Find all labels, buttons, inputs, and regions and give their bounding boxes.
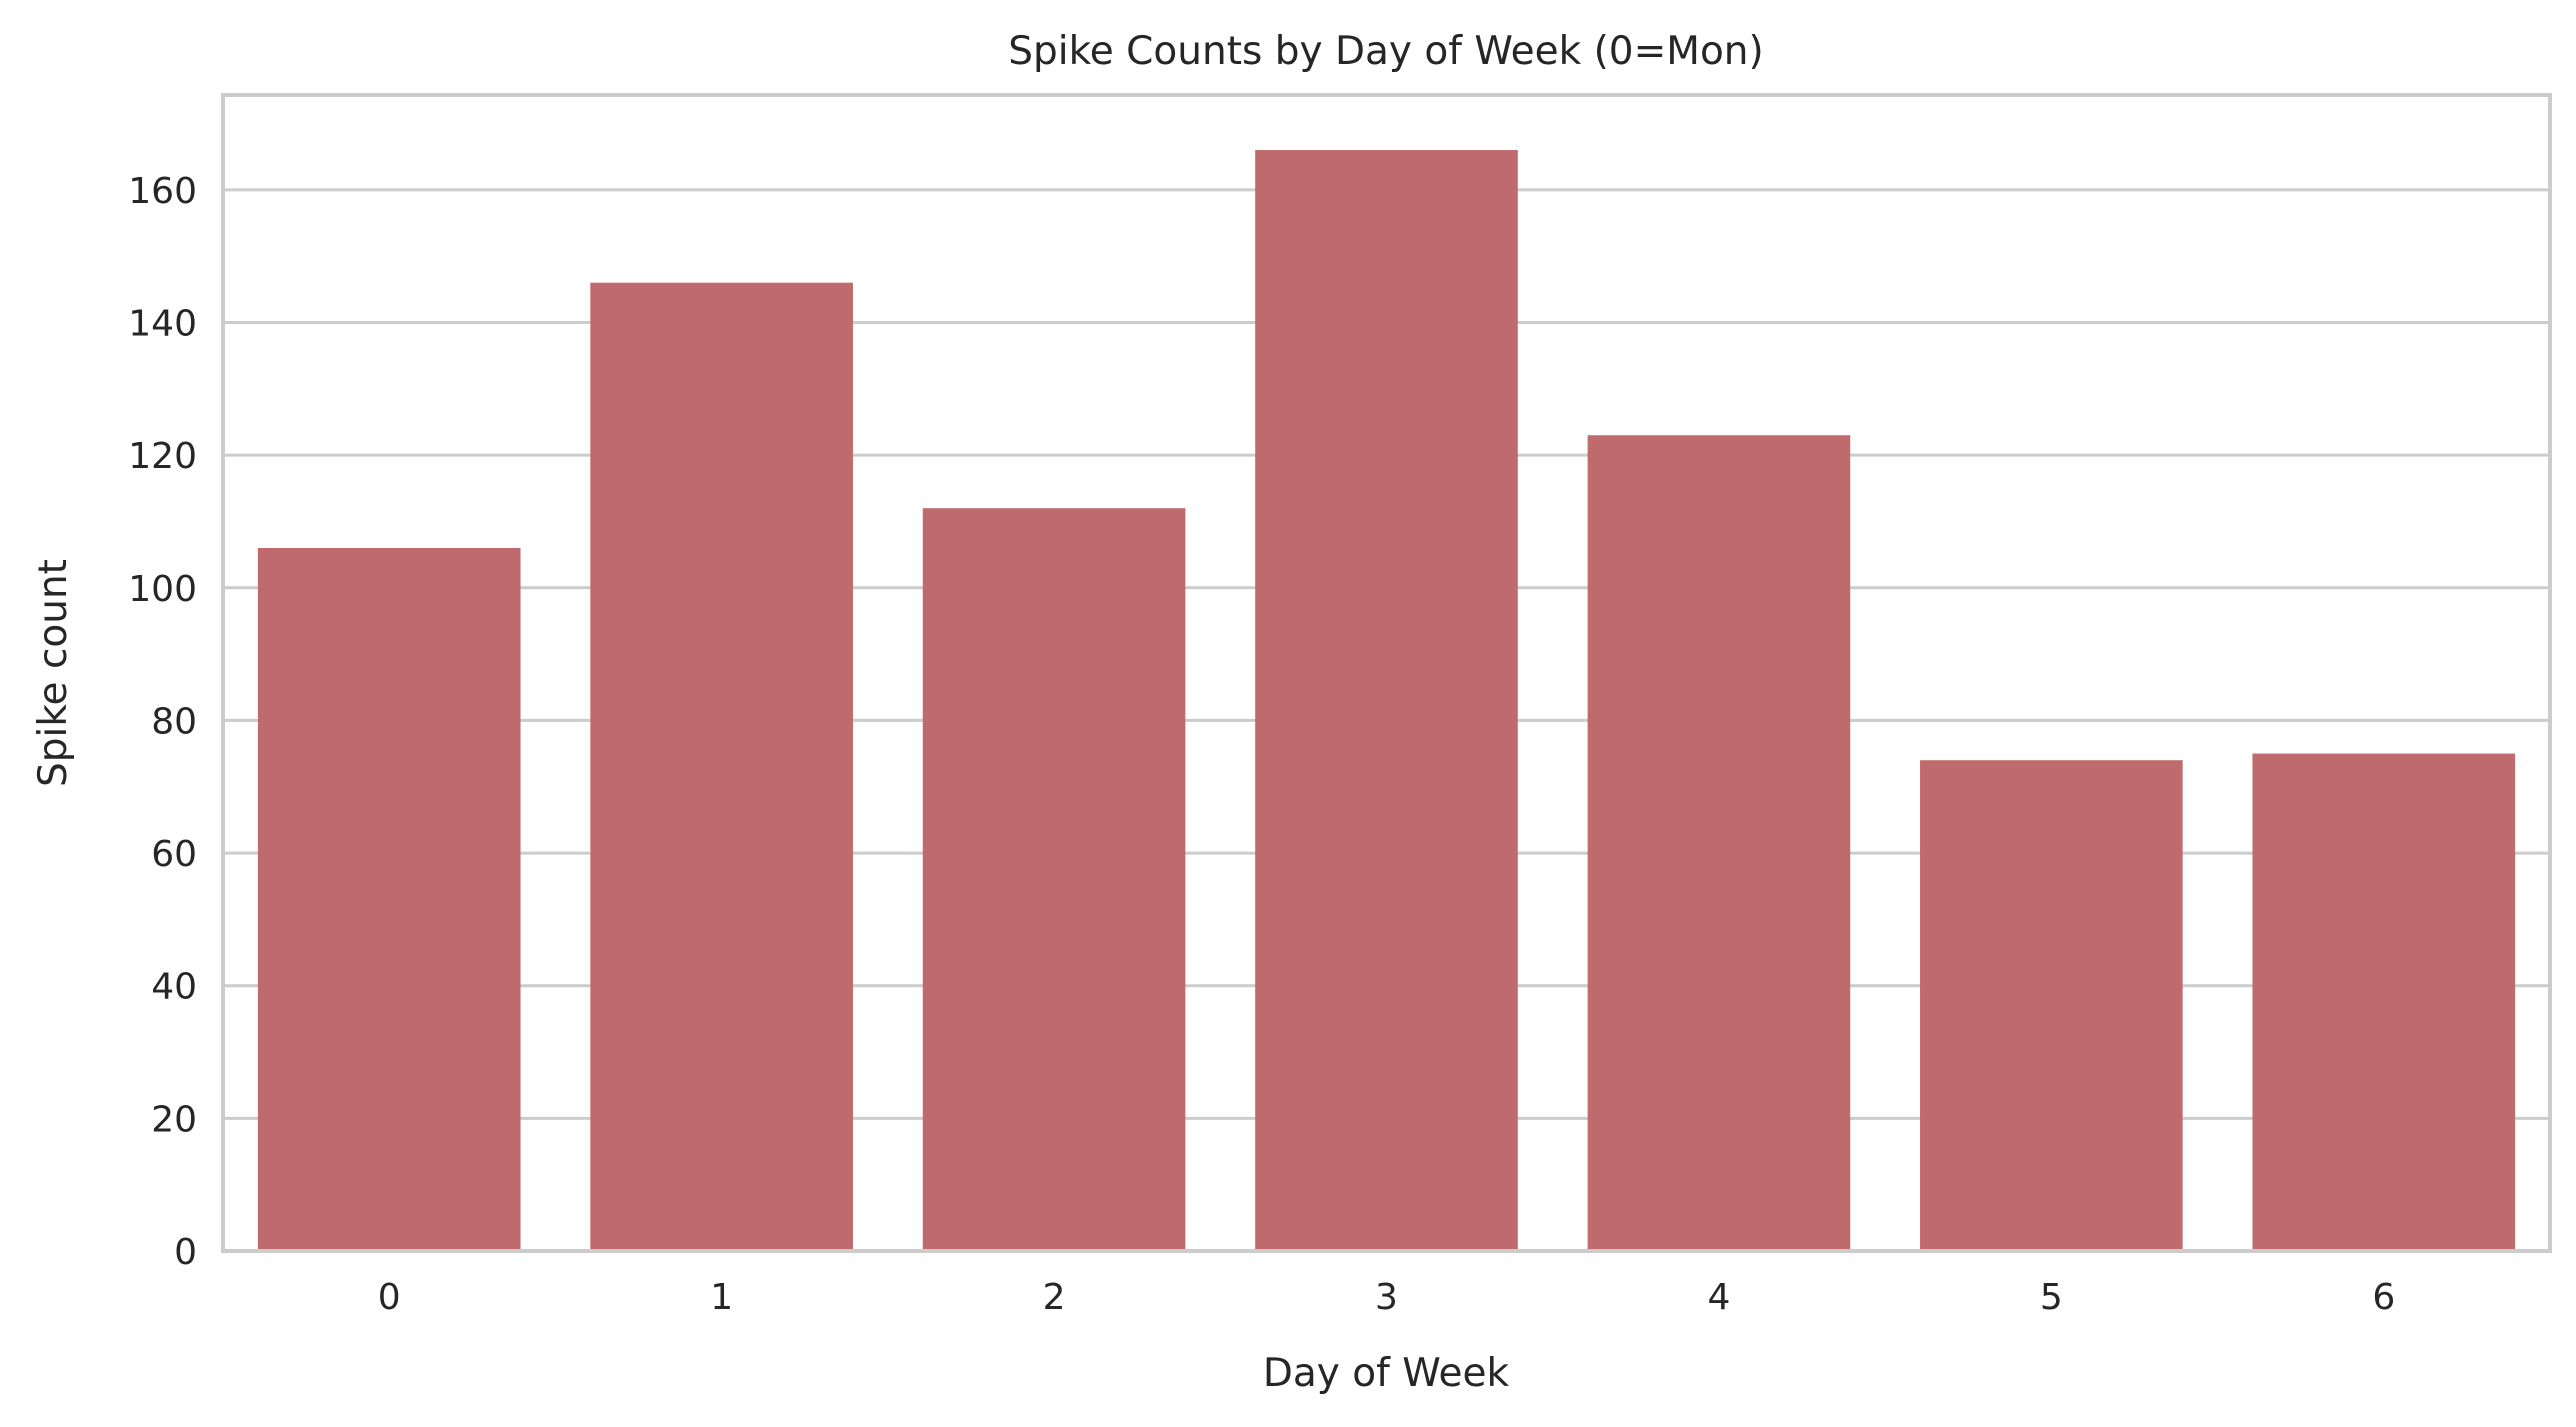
bar-day-6 — [2252, 753, 2516, 1251]
bar-day-2 — [922, 508, 1186, 1252]
y-tick-label: 140 — [128, 303, 197, 344]
x-tick-label: 0 — [378, 1277, 401, 1318]
y-tick-label: 20 — [151, 1099, 197, 1140]
y-tick-label: 60 — [151, 834, 197, 875]
x-tick-label: 4 — [1707, 1277, 1730, 1318]
y-tick-label: 120 — [128, 436, 197, 477]
bars — [257, 150, 2516, 1252]
y-tick-label: 100 — [128, 569, 197, 610]
y-tick-label: 80 — [151, 701, 197, 742]
y-tick-label: 160 — [128, 171, 197, 212]
bar-day-3 — [1255, 150, 1518, 1252]
chart-title: Spike Counts by Day of Week (0=Mon) — [1008, 29, 1764, 74]
x-tick-label: 3 — [1375, 1277, 1398, 1318]
x-axis-label: Day of Week — [1263, 1351, 1510, 1396]
bar-day-4 — [1587, 435, 1851, 1251]
x-tick-label: 6 — [2372, 1277, 2395, 1318]
y-tick-label: 40 — [151, 967, 197, 1008]
bar-day-0 — [257, 547, 521, 1251]
plot-frame — [221, 93, 2552, 1253]
x-tick-label: 5 — [2040, 1277, 2063, 1318]
x-tick-label: 1 — [710, 1277, 733, 1318]
y-tick-labels: 0 20 40 60 80 100 120 140 160 — [128, 171, 197, 1273]
bar-day-1 — [590, 282, 853, 1251]
y-axis-label: Spike count — [31, 559, 76, 787]
y-tick-label: 0 — [174, 1232, 197, 1273]
x-tick-labels: 0 1 2 3 4 5 6 — [378, 1277, 2395, 1318]
bar-day-5 — [1920, 760, 2183, 1251]
x-tick-label: 2 — [1043, 1277, 1066, 1318]
